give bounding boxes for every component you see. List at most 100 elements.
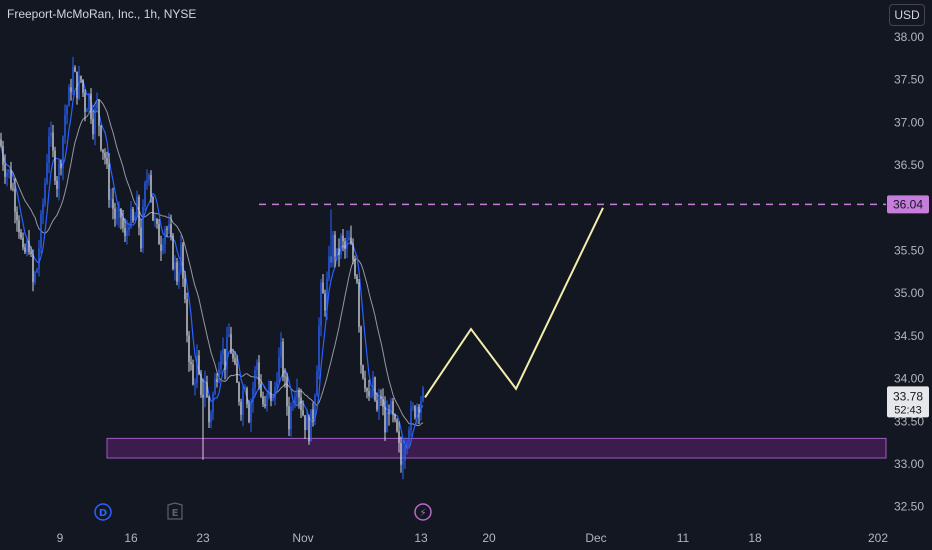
y-tick-label: 37.00 — [894, 115, 924, 129]
candle-body — [198, 355, 200, 375]
candle-body — [314, 396, 316, 420]
candle-body — [68, 87, 70, 107]
candle-body — [92, 118, 94, 135]
candle-body — [232, 353, 234, 359]
candle-body — [336, 248, 338, 257]
candle-body — [82, 79, 84, 93]
candle-body — [0, 139, 2, 147]
candle-body — [62, 136, 64, 169]
candle-body — [180, 243, 182, 272]
candle-body — [398, 431, 400, 443]
candle-body — [362, 365, 364, 378]
candle-body — [278, 356, 280, 382]
candle-body — [30, 252, 32, 255]
candle-body — [228, 334, 230, 337]
candle-body — [368, 391, 370, 397]
candle-body — [124, 227, 126, 236]
candle-body — [410, 407, 412, 431]
x-tick-label: Nov — [292, 531, 313, 545]
candle-body — [196, 355, 198, 383]
candle-body — [288, 406, 290, 430]
candle-body — [222, 348, 224, 355]
candle-body — [146, 179, 148, 183]
y-axis: 38.0037.5037.0036.5036.0035.5035.0034.50… — [894, 30, 924, 514]
candle-body — [266, 394, 268, 407]
candle-body — [192, 364, 194, 385]
candle-body — [138, 196, 140, 228]
candle-body — [346, 240, 348, 250]
currency-button[interactable]: USD — [889, 4, 925, 26]
support-zone[interactable] — [106, 437, 887, 459]
candle-body — [16, 211, 18, 221]
candle-body — [14, 189, 16, 212]
candle-body — [104, 152, 106, 159]
projection-path[interactable] — [424, 207, 604, 398]
candle-body — [184, 278, 186, 300]
candle-body — [110, 199, 112, 201]
candle-body — [210, 413, 212, 423]
candle-body — [216, 379, 218, 383]
candle-body — [234, 358, 236, 364]
candle-body — [100, 125, 102, 150]
candle-body — [388, 412, 390, 414]
candle-body — [250, 402, 252, 423]
candle-body — [168, 224, 170, 230]
candle-body — [160, 244, 162, 251]
candle-body — [338, 248, 340, 255]
candle-body — [96, 100, 98, 109]
candle-body — [300, 397, 302, 411]
x-tick-label: 16 — [124, 531, 138, 545]
candle-body — [294, 396, 296, 406]
candle-body — [292, 405, 294, 407]
candle-body — [140, 227, 142, 249]
candle-body — [188, 335, 190, 362]
candle-body — [298, 390, 300, 398]
candle-body — [414, 406, 416, 418]
candle-body — [70, 87, 72, 93]
candle-body — [176, 262, 178, 282]
candle-body — [326, 278, 328, 311]
candle-body — [284, 376, 286, 378]
candle-body — [64, 114, 66, 137]
candle-body — [32, 254, 34, 283]
candle-body — [72, 67, 74, 93]
candle-body — [214, 379, 216, 395]
candles — [0, 56, 424, 480]
y-tick-label: 32.50 — [894, 500, 924, 514]
candle-body — [396, 419, 398, 432]
candle-body — [6, 172, 8, 177]
candle-body — [60, 163, 62, 169]
last-price-badge — [887, 386, 929, 418]
candle-body — [302, 410, 304, 416]
candle-body — [54, 150, 56, 181]
candle-body — [274, 387, 276, 399]
candle-body — [212, 394, 214, 414]
candle-body — [328, 256, 330, 279]
earnings-marker-icon — [167, 502, 183, 520]
candle-body — [98, 100, 100, 126]
y-tick-label: 33.50 — [894, 414, 924, 428]
y-tick-label: 35.50 — [894, 244, 924, 258]
candle-body — [136, 196, 138, 216]
candle-body — [230, 334, 232, 354]
candle-body — [354, 259, 356, 276]
candle-body — [36, 268, 38, 273]
candle-body — [56, 180, 58, 189]
x-tick-label: 18 — [748, 531, 762, 545]
candle-body — [420, 400, 422, 413]
candle-body — [358, 282, 360, 327]
x-tick-label: 20 — [482, 531, 496, 545]
last-price-label: 33.78 — [893, 389, 923, 403]
candle-body — [106, 158, 108, 164]
candle-body — [404, 447, 406, 461]
candle-body — [356, 275, 358, 283]
candle-body — [378, 397, 380, 410]
candle-body — [382, 399, 384, 407]
candle-body — [182, 243, 184, 279]
candle-body — [94, 108, 96, 135]
bar-countdown-label: 52:43 — [894, 404, 922, 416]
candle-body — [44, 183, 46, 204]
candle-body — [20, 232, 22, 238]
candle-body — [114, 208, 116, 219]
